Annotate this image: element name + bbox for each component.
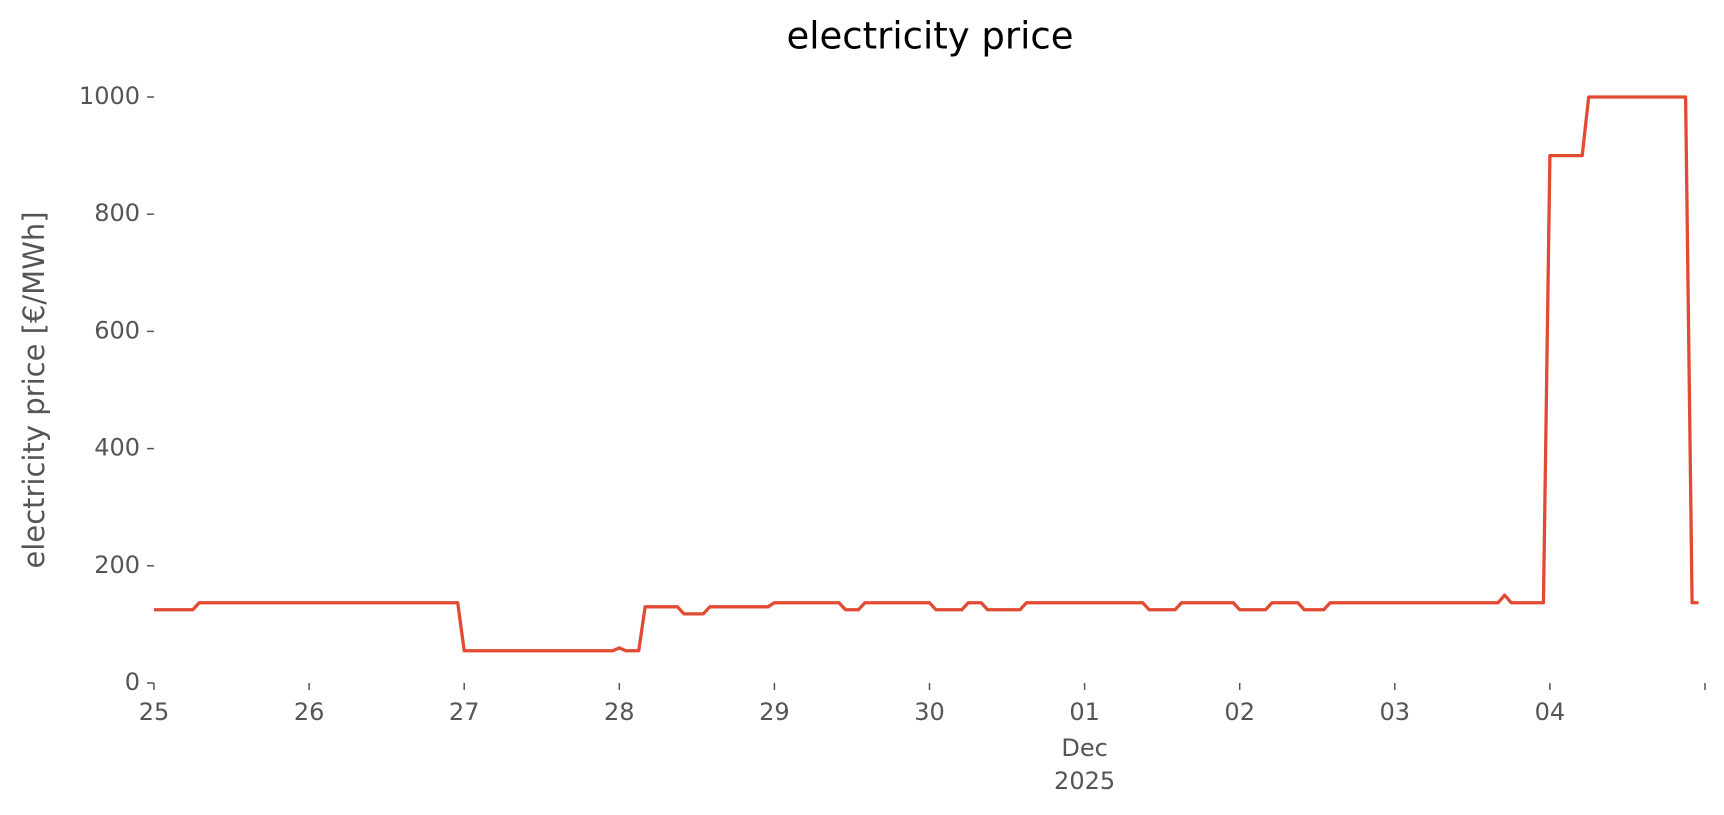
chart-title: electricity price xyxy=(786,15,1073,58)
y-tick-label: 1000 xyxy=(79,82,140,110)
y-tick-label: 200 xyxy=(94,551,140,579)
price-line xyxy=(154,95,1699,653)
x-tick-label: 01 xyxy=(1069,698,1100,726)
y-tick-label: 400 xyxy=(94,434,140,462)
x-tick-label: 04 xyxy=(1535,698,1566,726)
x-tick-label: 26 xyxy=(294,698,325,726)
x-tick-label: 25 xyxy=(139,698,170,726)
x-tick-label: 28 xyxy=(604,698,635,726)
y-tick-label: 800 xyxy=(94,199,140,227)
x-period-label: 2025 xyxy=(1054,767,1115,795)
x-tick-label: 27 xyxy=(449,698,480,726)
x-tick-label: 30 xyxy=(914,698,945,726)
x-tick-label: 02 xyxy=(1224,698,1255,726)
y-tick-label: 0 xyxy=(125,668,140,696)
y-axis-label: electricity price [€/MWh] xyxy=(17,211,51,568)
x-tick-label: 29 xyxy=(759,698,790,726)
y-tick-label: 600 xyxy=(94,316,140,344)
x-period-label: Dec xyxy=(1061,734,1107,762)
x-tick-label: 03 xyxy=(1380,698,1411,726)
